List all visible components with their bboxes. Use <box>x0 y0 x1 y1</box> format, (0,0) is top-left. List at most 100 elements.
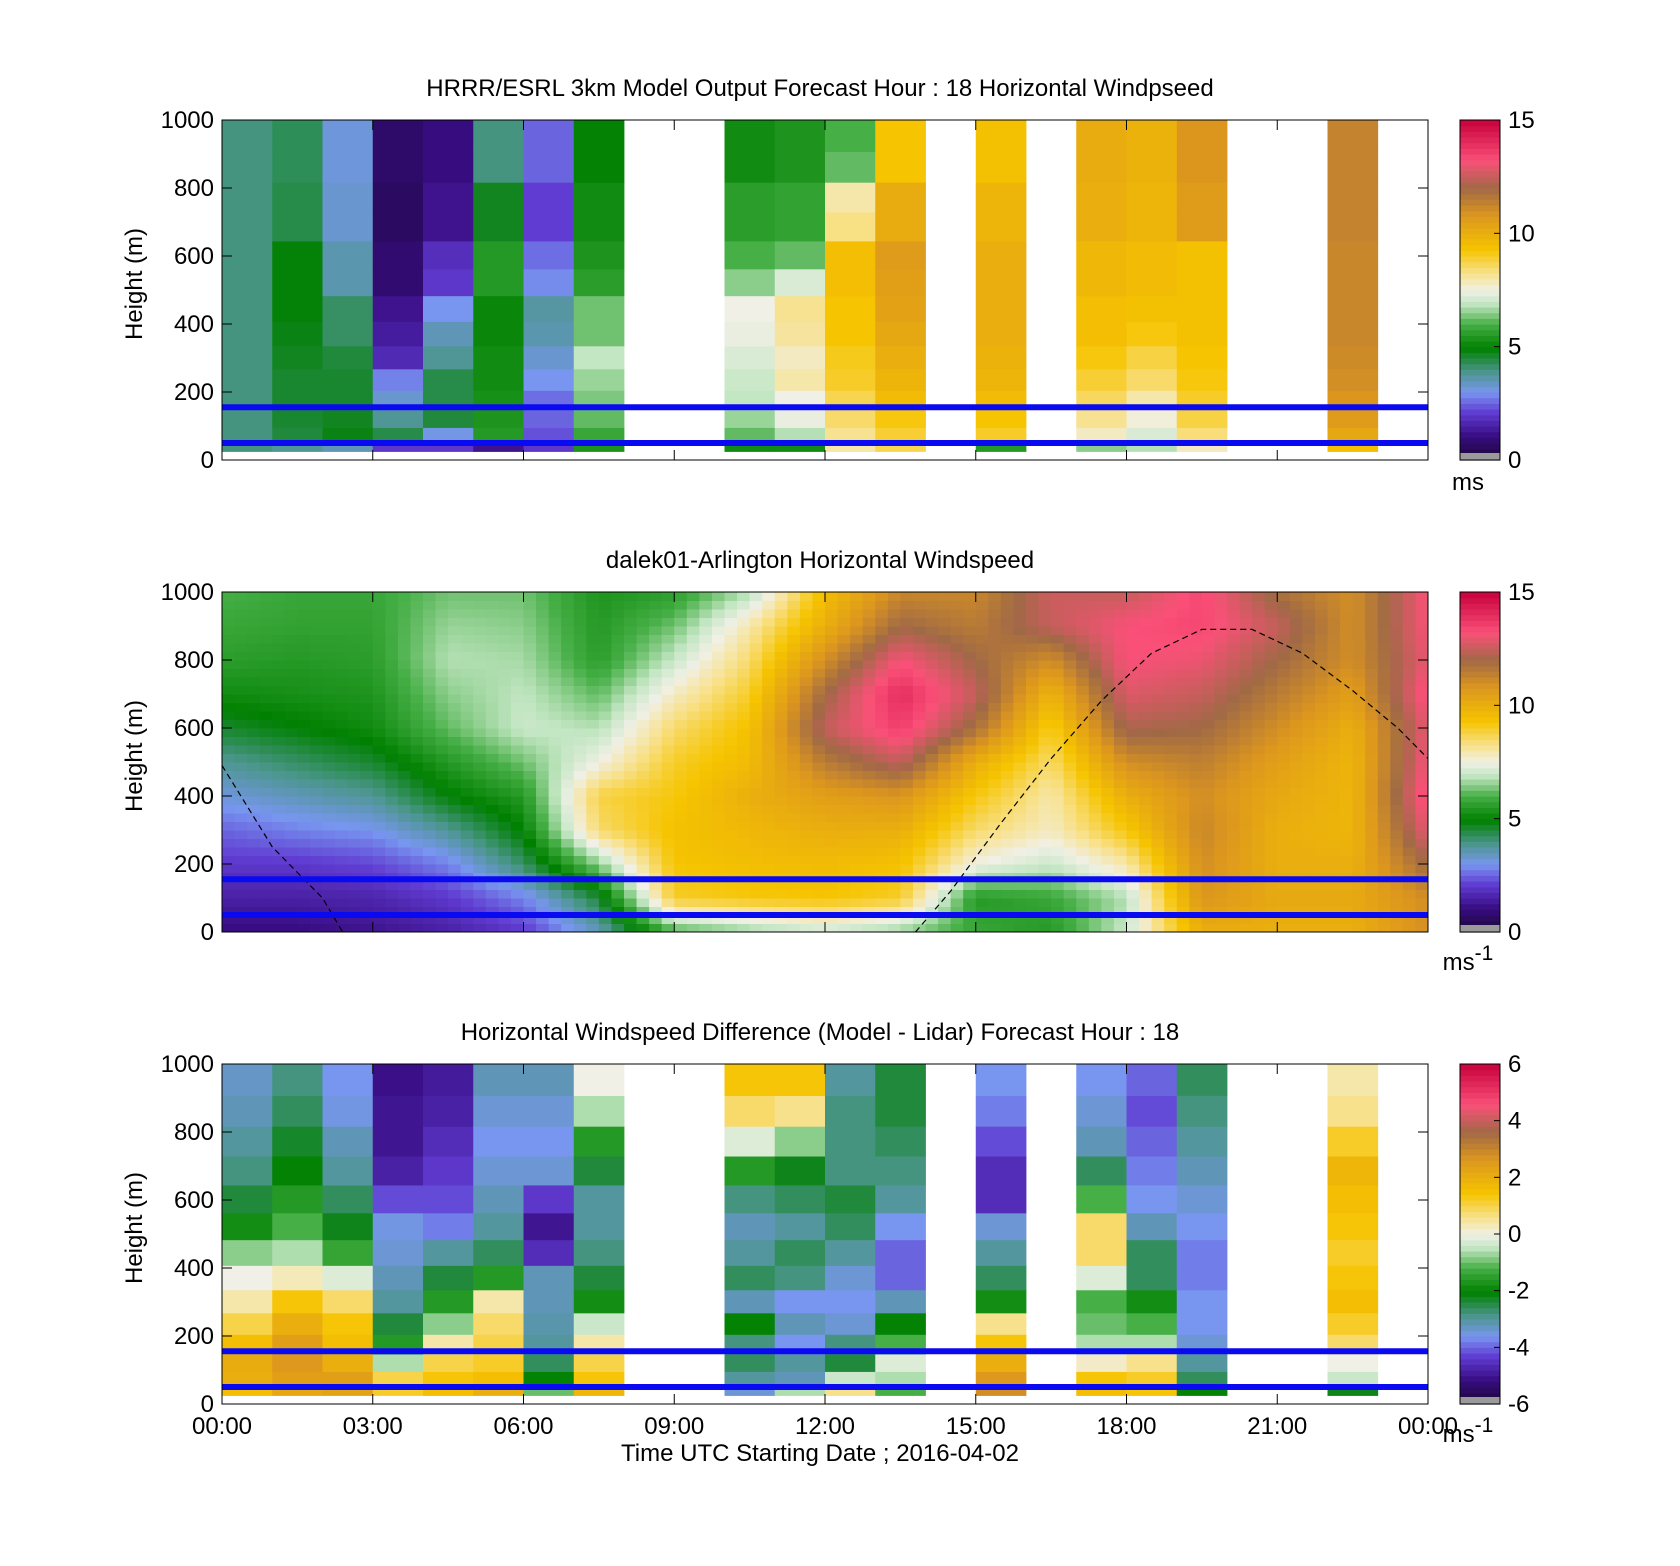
heatmap-cell <box>749 634 763 644</box>
heatmap-cell <box>1176 702 1190 712</box>
heatmap-cell <box>975 1185 1027 1214</box>
heatmap-cell <box>1026 702 1040 712</box>
heatmap-cell <box>950 728 964 737</box>
heatmap-cell <box>1352 600 1366 610</box>
heatmap-cell <box>875 609 889 618</box>
heatmap-cell <box>624 609 638 618</box>
heatmap-cell <box>938 847 952 856</box>
heatmap-cell <box>825 212 876 242</box>
heatmap-cell <box>774 321 826 347</box>
heatmap-cell <box>1076 609 1090 618</box>
heatmap-cell <box>523 241 575 270</box>
heatmap-cell <box>360 745 374 754</box>
heatmap-cell <box>1239 668 1253 678</box>
heatmap-cell <box>247 643 261 652</box>
heatmap-cell <box>636 915 650 924</box>
heatmap-cell <box>1076 1371 1127 1387</box>
heatmap-cell <box>598 770 612 780</box>
heatmap-cell <box>1327 736 1341 746</box>
heatmap-cell <box>1051 643 1065 652</box>
heatmap-cell <box>787 685 801 695</box>
heatmap-cell <box>548 600 562 610</box>
heatmap-cell <box>247 796 261 805</box>
heatmap-cell <box>887 677 901 686</box>
heatmap-cell <box>774 410 826 428</box>
heatmap-cell <box>661 609 675 618</box>
heatmap-cell <box>586 923 600 933</box>
heatmap-cell <box>272 1095 323 1127</box>
heatmap-cell <box>912 898 926 907</box>
colorbar-swatch <box>1460 1081 1500 1088</box>
heatmap-cell <box>825 151 876 183</box>
heatmap-cell <box>737 864 751 873</box>
heatmap-cell <box>372 268 424 297</box>
heatmap-cell <box>1302 745 1316 754</box>
heatmap-cell <box>661 906 675 916</box>
heatmap-cell <box>1013 711 1027 720</box>
heatmap-cell <box>1164 762 1178 771</box>
heatmap-cell <box>850 838 864 848</box>
heatmap-cell <box>1252 600 1266 610</box>
heatmap-cell <box>1189 668 1203 678</box>
heatmap-cell <box>1126 677 1140 686</box>
heatmap-cell <box>1402 651 1416 661</box>
heatmap-cell <box>498 643 512 652</box>
colorbar-swatch <box>1460 210 1500 217</box>
heatmap-cell <box>1038 600 1052 610</box>
heatmap-cell <box>724 268 776 297</box>
heatmap-cell <box>1201 617 1215 627</box>
heatmap-cell <box>561 923 575 933</box>
heatmap-cell <box>1402 685 1416 695</box>
heatmap-cell <box>1340 609 1354 618</box>
colorbar-swatch <box>1460 784 1500 791</box>
heatmap-cell <box>1402 609 1416 618</box>
heatmap-cell <box>1340 821 1354 831</box>
y-tick-label: 600 <box>174 715 214 742</box>
heatmap-cell <box>435 728 449 737</box>
heatmap-cell <box>485 643 499 652</box>
heatmap-cell <box>624 719 638 729</box>
heatmap-cell <box>536 915 550 924</box>
heatmap-cell <box>1201 915 1215 924</box>
heatmap-cell <box>875 268 926 297</box>
heatmap-cell <box>1214 753 1228 763</box>
heatmap-cell <box>1252 617 1266 627</box>
heatmap-cell <box>799 804 813 814</box>
heatmap-cell <box>912 728 926 737</box>
heatmap-cell <box>1365 651 1379 661</box>
heatmap-cell <box>938 787 952 797</box>
heatmap-cell <box>1113 660 1127 669</box>
heatmap-cell <box>636 677 650 686</box>
heatmap-cell <box>649 728 663 737</box>
heatmap-cell <box>423 745 437 754</box>
heatmap-cell <box>1126 685 1140 695</box>
heatmap-cell <box>1289 617 1303 627</box>
heatmap-cell <box>825 694 839 703</box>
heatmap-cell <box>975 813 989 822</box>
heatmap-cell <box>624 677 638 686</box>
heatmap-cell <box>335 787 349 797</box>
heatmap-cell <box>222 830 236 839</box>
heatmap-cell <box>1076 600 1090 610</box>
heatmap-cell <box>284 643 298 652</box>
heatmap-cell <box>1302 728 1316 737</box>
heatmap-cell <box>548 592 562 601</box>
heatmap-cell <box>1377 915 1391 924</box>
heatmap-cell <box>1289 770 1303 780</box>
heatmap-cell <box>749 626 763 635</box>
heatmap-cell <box>674 923 688 933</box>
heatmap-cell <box>1189 728 1203 737</box>
heatmap-cell <box>1101 643 1115 652</box>
heatmap-cell <box>410 736 424 746</box>
heatmap-cell <box>284 915 298 924</box>
heatmap-cell <box>837 609 851 618</box>
heatmap-cell <box>460 728 474 737</box>
heatmap-cell <box>1076 719 1090 729</box>
heatmap-cell <box>1402 838 1416 848</box>
heatmap-cell <box>473 804 487 814</box>
heatmap-cell <box>360 830 374 839</box>
heatmap-cell <box>1076 241 1127 270</box>
heatmap-cell <box>510 915 524 924</box>
heatmap-cell <box>1038 651 1052 661</box>
heatmap-cell <box>510 600 524 610</box>
